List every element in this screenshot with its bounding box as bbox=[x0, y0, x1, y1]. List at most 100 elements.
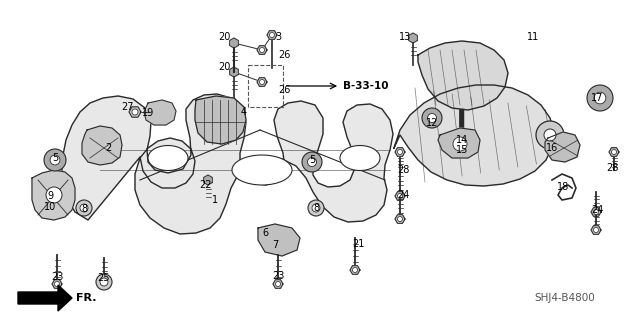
Polygon shape bbox=[32, 170, 75, 220]
Polygon shape bbox=[144, 100, 176, 125]
Polygon shape bbox=[258, 224, 300, 256]
Text: 5: 5 bbox=[52, 153, 58, 163]
Polygon shape bbox=[257, 46, 267, 54]
Polygon shape bbox=[591, 226, 601, 234]
Ellipse shape bbox=[544, 129, 556, 141]
Text: 15: 15 bbox=[456, 145, 468, 155]
Circle shape bbox=[422, 108, 442, 128]
Text: 27: 27 bbox=[121, 102, 133, 112]
Circle shape bbox=[312, 204, 320, 212]
Ellipse shape bbox=[232, 155, 292, 185]
Text: 2: 2 bbox=[105, 143, 111, 153]
Circle shape bbox=[46, 187, 62, 203]
Text: 5: 5 bbox=[309, 155, 315, 165]
Circle shape bbox=[593, 210, 598, 214]
Ellipse shape bbox=[536, 121, 564, 149]
Text: 22: 22 bbox=[199, 180, 211, 190]
Polygon shape bbox=[350, 266, 360, 274]
Text: 13: 13 bbox=[399, 32, 411, 42]
Circle shape bbox=[594, 92, 606, 104]
Text: 23: 23 bbox=[51, 272, 63, 282]
Text: 12: 12 bbox=[426, 118, 438, 128]
Text: 24: 24 bbox=[397, 190, 409, 200]
Text: 18: 18 bbox=[557, 182, 569, 192]
Circle shape bbox=[302, 152, 322, 172]
Polygon shape bbox=[62, 94, 393, 234]
Circle shape bbox=[611, 150, 616, 154]
Circle shape bbox=[100, 278, 108, 286]
Polygon shape bbox=[230, 67, 238, 77]
Polygon shape bbox=[395, 215, 405, 223]
Polygon shape bbox=[267, 31, 277, 39]
Polygon shape bbox=[52, 280, 62, 288]
Text: 6: 6 bbox=[262, 228, 268, 238]
Text: 11: 11 bbox=[527, 32, 539, 42]
Circle shape bbox=[397, 194, 403, 198]
Text: 14: 14 bbox=[456, 135, 468, 145]
Polygon shape bbox=[204, 175, 212, 185]
Polygon shape bbox=[545, 132, 580, 162]
Ellipse shape bbox=[148, 145, 188, 170]
Text: 28: 28 bbox=[606, 163, 618, 173]
Text: 28: 28 bbox=[397, 165, 409, 175]
Polygon shape bbox=[395, 148, 405, 156]
Polygon shape bbox=[195, 96, 246, 144]
Text: 23: 23 bbox=[272, 271, 284, 281]
Text: 7: 7 bbox=[272, 240, 278, 250]
Polygon shape bbox=[409, 33, 417, 43]
Text: FR.: FR. bbox=[76, 293, 97, 303]
Polygon shape bbox=[438, 128, 480, 158]
Text: 17: 17 bbox=[591, 93, 603, 103]
Circle shape bbox=[587, 85, 613, 111]
Text: 1: 1 bbox=[212, 195, 218, 205]
Circle shape bbox=[397, 217, 403, 221]
Text: 8: 8 bbox=[313, 203, 319, 213]
Circle shape bbox=[269, 33, 275, 38]
Polygon shape bbox=[230, 38, 238, 48]
Ellipse shape bbox=[340, 145, 380, 170]
Polygon shape bbox=[394, 85, 554, 186]
Circle shape bbox=[397, 150, 403, 154]
Text: 24: 24 bbox=[591, 205, 603, 215]
Circle shape bbox=[44, 149, 66, 171]
Circle shape bbox=[76, 200, 92, 216]
Text: 21: 21 bbox=[352, 239, 364, 249]
Polygon shape bbox=[591, 208, 601, 216]
Circle shape bbox=[308, 200, 324, 216]
Text: B-33-10: B-33-10 bbox=[343, 81, 388, 91]
Text: 20: 20 bbox=[218, 32, 230, 42]
Text: 25: 25 bbox=[98, 273, 110, 283]
Circle shape bbox=[80, 204, 88, 212]
Polygon shape bbox=[129, 107, 141, 117]
Text: SHJ4-B4800: SHJ4-B4800 bbox=[534, 293, 595, 303]
Polygon shape bbox=[18, 285, 72, 311]
Polygon shape bbox=[395, 192, 405, 200]
Circle shape bbox=[307, 158, 317, 167]
Circle shape bbox=[259, 48, 264, 53]
Text: 10: 10 bbox=[44, 202, 56, 212]
Text: 8: 8 bbox=[81, 204, 87, 214]
Circle shape bbox=[428, 114, 436, 122]
Text: 9: 9 bbox=[47, 191, 53, 201]
Polygon shape bbox=[82, 126, 122, 165]
Text: 16: 16 bbox=[546, 143, 558, 153]
Circle shape bbox=[96, 274, 112, 290]
Circle shape bbox=[259, 79, 264, 85]
Bar bbox=[248, 65, 283, 107]
Circle shape bbox=[453, 137, 467, 151]
Circle shape bbox=[54, 281, 60, 286]
Circle shape bbox=[593, 227, 598, 233]
Polygon shape bbox=[609, 148, 619, 156]
Text: 20: 20 bbox=[218, 62, 230, 72]
Polygon shape bbox=[257, 78, 267, 86]
Text: 26: 26 bbox=[278, 85, 290, 95]
Circle shape bbox=[50, 155, 60, 165]
Text: 4: 4 bbox=[241, 107, 247, 117]
Text: 26: 26 bbox=[278, 50, 290, 60]
Polygon shape bbox=[273, 280, 283, 288]
Polygon shape bbox=[418, 41, 508, 110]
Text: 3: 3 bbox=[275, 32, 281, 42]
Circle shape bbox=[132, 109, 138, 115]
Circle shape bbox=[353, 268, 358, 272]
Text: 19: 19 bbox=[142, 108, 154, 118]
